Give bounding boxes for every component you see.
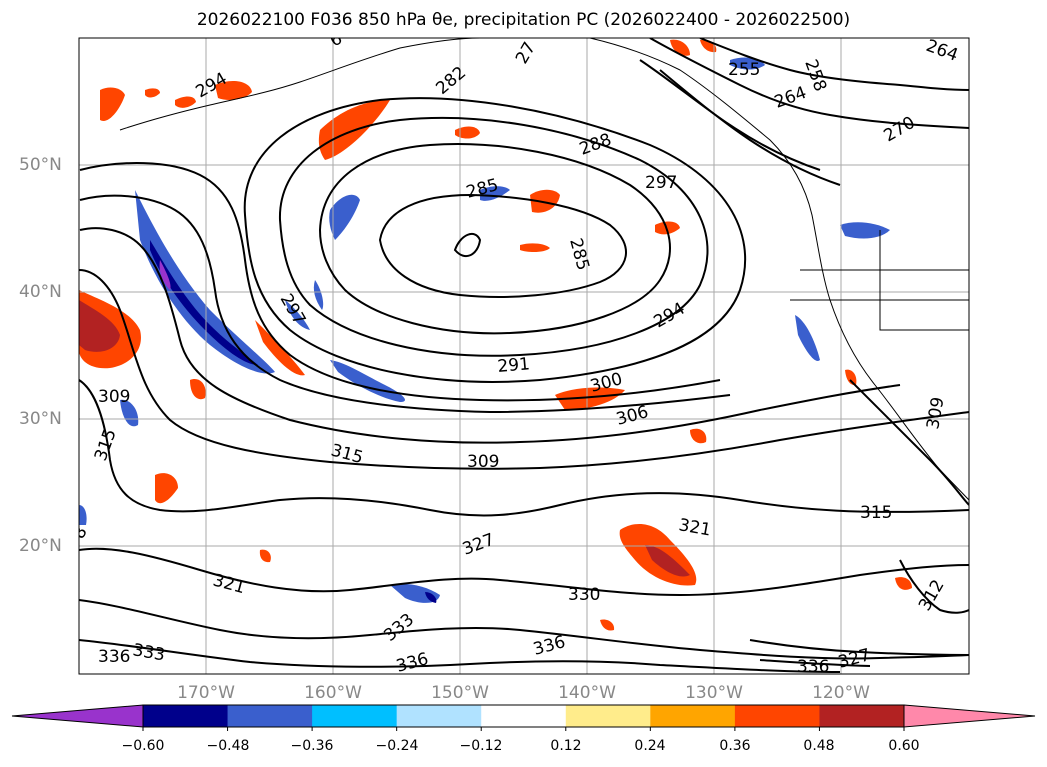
colorbar: [11, 704, 1036, 731]
lon-label-120w: 120°W: [812, 683, 870, 703]
lat-label-20n: 20°N: [19, 536, 62, 556]
contour-label: 255: [728, 60, 760, 80]
colorbar-extend-max: [903, 704, 1036, 728]
contour-label: 330: [568, 585, 600, 605]
contour-label: 297: [645, 173, 677, 193]
colorbar-tick-label: 0.24: [634, 738, 666, 754]
lat-label-50n: 50°N: [19, 155, 62, 175]
colorbar-segment: [143, 705, 229, 727]
lon-label-150w: 150°W: [431, 683, 489, 703]
contour-label: 309: [467, 452, 499, 472]
colorbar-segment: [734, 705, 820, 727]
theta-e-contours: [79, 38, 969, 673]
colorbar-segment: [396, 705, 482, 727]
lon-label-160w: 160°W: [304, 683, 362, 703]
lon-label-170w: 170°W: [177, 683, 235, 703]
contour-label: 315: [860, 503, 892, 523]
colorbar-tick-label: 0.36: [719, 738, 751, 754]
colorbar-segment: [312, 705, 398, 727]
colorbar-tick-label: −0.36: [290, 738, 334, 754]
colorbar-tick-label: −0.60: [121, 738, 165, 754]
lat-label-30n: 30°N: [19, 409, 62, 429]
colorbar-tick-label: 0.12: [550, 738, 582, 754]
colorbar-extend-min: [11, 704, 144, 728]
colorbar-tick-label: −0.12: [459, 738, 503, 754]
colorbar-tick-label: 0.48: [803, 738, 835, 754]
colorbar-tick-label: 0.60: [888, 738, 920, 754]
lat-label-40n: 40°N: [19, 282, 62, 302]
colorbar-tick-label: −0.48: [206, 738, 250, 754]
contour-label: 291: [497, 354, 531, 377]
colorbar-segment: [481, 705, 567, 727]
colorbar-segment: [650, 705, 736, 727]
colorbar-segment: [819, 705, 905, 727]
contour-label: 336: [98, 647, 130, 667]
lon-label-130w: 130°W: [685, 683, 743, 703]
colorbar-segment: [565, 705, 651, 727]
map-frame: [78, 37, 970, 675]
colorbar-segment: [227, 705, 313, 727]
colorbar-tick-label: −0.24: [375, 738, 419, 754]
lon-label-140w: 140°W: [558, 683, 616, 703]
map-title: 2026022100 F036 850 hPa θe, precipitatio…: [196, 10, 851, 30]
contour-label: 336: [797, 657, 829, 677]
contour-label: 309: [98, 387, 130, 407]
map-content: 294 282 288 285 297 285 297 294 291 300 …: [79, 38, 969, 677]
